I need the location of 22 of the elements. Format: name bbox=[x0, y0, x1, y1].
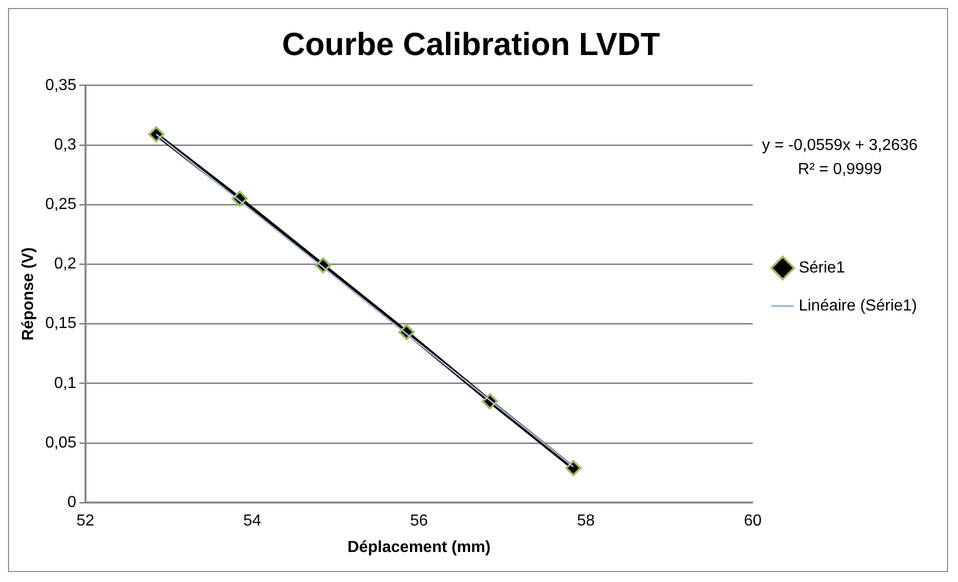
y-tick-label: 0,25 bbox=[45, 196, 76, 214]
chart-title: Courbe Calibration LVDT bbox=[282, 26, 660, 62]
x-axis-title: Déplacement (mm) bbox=[347, 538, 491, 556]
y-tick-label: 0,05 bbox=[45, 434, 76, 452]
y-axis-title: Réponse (V) bbox=[20, 247, 38, 341]
text: y = -0,0559x + 3,2636 bbox=[762, 136, 918, 154]
y-tick-label: 0,3 bbox=[54, 136, 76, 154]
point bbox=[565, 460, 582, 476]
x-tick-label: 58 bbox=[576, 512, 595, 530]
point bbox=[148, 126, 164, 142]
x-tick-label: 54 bbox=[243, 512, 262, 530]
x-tick-label: 56 bbox=[410, 512, 428, 530]
y-tick-label: 0,1 bbox=[54, 374, 76, 392]
y-tick-label: 0 bbox=[67, 494, 76, 512]
x-tick-label: 52 bbox=[76, 512, 94, 530]
legend-label: Linéaire (Série1) bbox=[798, 297, 917, 314]
y-tick-label: 0,2 bbox=[54, 256, 76, 273]
x-tick-label: 60 bbox=[744, 512, 762, 530]
text: R² = 0,9999 bbox=[798, 160, 882, 178]
legend-label: Série1 bbox=[798, 259, 846, 276]
y-tick-label: 0,35 bbox=[45, 76, 76, 94]
y-tick-label: 0,15 bbox=[45, 315, 76, 332]
